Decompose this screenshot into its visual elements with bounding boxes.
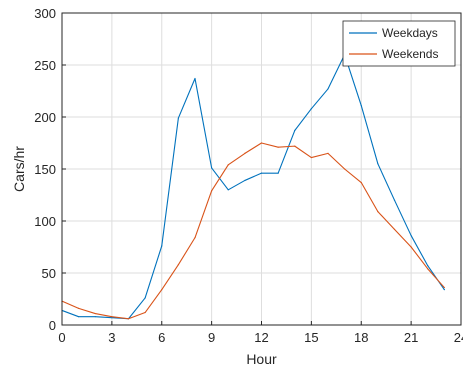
x-axis-ticks: 0 3 6 9 12 15 18 21 24 — [58, 321, 463, 345]
data-point — [227, 189, 229, 191]
y-axis-ticks: 0 50 100 150 200 250 300 — [34, 6, 66, 333]
legend: Weekdays Weekends — [342, 20, 456, 67]
data-point — [94, 316, 96, 318]
data-point — [427, 268, 429, 270]
series-points-weekends — [61, 142, 445, 320]
data-point — [244, 179, 246, 182]
series-points-weekdays — [61, 54, 445, 320]
data-point — [360, 104, 362, 107]
y-tick-label: 150 — [34, 162, 56, 177]
data-point — [227, 164, 229, 166]
data-point — [410, 234, 412, 237]
data-point — [177, 117, 179, 119]
y-tick-label: 50 — [42, 266, 56, 281]
data-point — [111, 316, 113, 318]
data-point — [427, 265, 429, 267]
x-tick-label: 12 — [254, 330, 268, 345]
data-point — [144, 297, 146, 299]
data-point — [144, 311, 146, 314]
y-axis-label: Cars/hr — [11, 146, 27, 192]
data-point — [277, 146, 279, 148]
data-point — [194, 77, 196, 80]
data-point — [94, 312, 96, 315]
series-lines — [61, 54, 445, 320]
legend-box — [342, 20, 456, 67]
data-point — [393, 228, 396, 230]
data-point — [410, 246, 412, 248]
data-point — [211, 167, 213, 169]
x-axis-label: Hour — [246, 351, 277, 367]
x-tick-label: 9 — [208, 330, 215, 345]
data-point — [244, 152, 246, 154]
data-point — [78, 316, 80, 318]
x-tick-label: 15 — [304, 330, 318, 345]
data-point — [310, 108, 312, 110]
data-point — [310, 156, 312, 159]
x-tick-label: 0 — [58, 330, 65, 345]
legend-label-weekdays: Weekdays — [382, 26, 438, 40]
y-tick-label: 300 — [34, 6, 56, 21]
data-point — [377, 211, 379, 213]
data-point — [260, 142, 263, 144]
x-tick-label: 6 — [158, 330, 165, 345]
y-tick-label: 200 — [34, 110, 56, 125]
data-point — [443, 286, 445, 289]
data-point — [393, 199, 396, 201]
x-tick-label: 21 — [404, 330, 418, 345]
x-tick-label: 18 — [354, 330, 368, 345]
data-point — [78, 307, 80, 309]
data-point — [443, 289, 445, 291]
data-point — [294, 145, 296, 147]
y-tick-label: 100 — [34, 214, 56, 229]
data-point — [127, 318, 130, 320]
legend-label-weekends: Weekends — [382, 47, 438, 61]
data-point — [294, 129, 296, 132]
series-line-weekends — [61, 142, 445, 320]
data-point — [260, 172, 263, 174]
y-tick-label: 250 — [34, 58, 56, 73]
data-point — [327, 88, 329, 90]
data-point — [344, 168, 346, 170]
data-point — [211, 190, 213, 192]
data-point — [277, 172, 279, 174]
x-tick-label: 3 — [108, 330, 115, 345]
data-point — [161, 289, 163, 291]
data-point — [377, 163, 379, 165]
y-tick-label: 0 — [49, 318, 56, 333]
data-point — [177, 264, 179, 266]
x-tick-label: 24 — [454, 330, 463, 345]
data-point — [360, 181, 362, 184]
data-point — [111, 317, 113, 319]
data-point — [327, 152, 329, 154]
data-point — [194, 237, 196, 239]
data-point — [161, 245, 163, 247]
